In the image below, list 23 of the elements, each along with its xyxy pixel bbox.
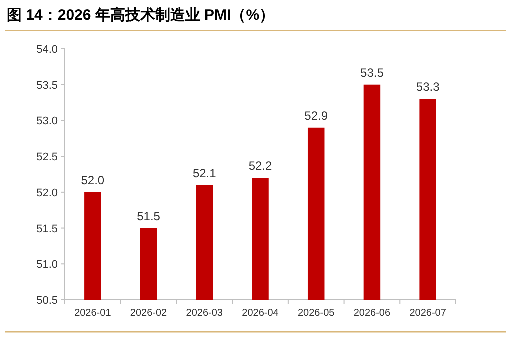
- y-tick-label: 51.0: [36, 259, 58, 272]
- x-tick-label: 2026-07: [410, 308, 447, 319]
- data-label: 51.5: [137, 209, 161, 224]
- y-tick-label: 53.5: [36, 80, 58, 92]
- x-tick-label: 2026-06: [354, 308, 391, 319]
- x-tick-label: 2026-02: [130, 308, 168, 319]
- data-label: 53.5: [360, 66, 384, 80]
- x-tick-label: 2026-05: [298, 308, 336, 319]
- x-tick-label: 2026-01: [74, 308, 112, 319]
- y-tick-label: 52.5: [36, 152, 58, 164]
- data-label: 53.3: [416, 80, 440, 94]
- data-label: 52.0: [81, 173, 105, 188]
- data-label: 52.2: [248, 159, 272, 174]
- y-tick-label: 50.5: [36, 295, 58, 307]
- title: 图 14：2026 年高技术制造业 PMI（%）: [7, 7, 275, 24]
- y-tick-label: 51.5: [36, 223, 58, 236]
- x-tick-label: 2026-04: [242, 308, 280, 319]
- y-tick-label: 54.0: [36, 44, 58, 56]
- x-tick-label: 2026-03: [186, 308, 224, 319]
- y-tick-label: 52.0: [36, 187, 58, 200]
- data-label: 52.9: [304, 108, 328, 123]
- data-label: 52.1: [192, 166, 217, 180]
- y-tick-label: 53.0: [36, 116, 58, 128]
